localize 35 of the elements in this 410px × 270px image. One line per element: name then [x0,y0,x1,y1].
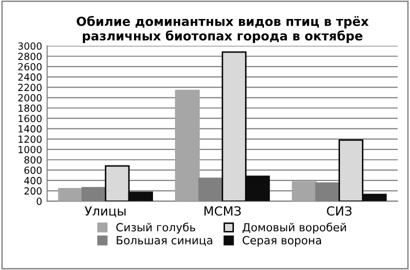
bar [362,194,387,202]
y-tick-label: 2400 [18,73,42,81]
y-tick-label: 2000 [18,94,42,102]
bar [198,178,224,202]
legend-label: Серая ворона [242,236,321,247]
y-tick-label: 2200 [18,84,42,92]
bar [82,187,106,202]
y-tick-label: 3000 [18,42,42,50]
chart-title: Обилие доминантных видов птиц в трёх различных биотопах города в октябре [76,16,369,43]
y-tick-label: 200 [24,187,42,195]
bar [245,176,270,202]
y-tick-label: 0 [36,198,42,205]
x-tick-label: Улицы [84,206,126,218]
bar [222,51,246,202]
bar [104,165,130,202]
legend-label: Большая синица [116,236,212,246]
y-tick-label: 2800 [18,52,42,60]
legend-label: Сизый голубь [116,222,196,234]
bar [58,188,83,202]
legend-label: Домовый воробей [242,222,346,234]
y-tick-label: 1600 [18,114,42,122]
bar [338,139,364,202]
y-tick-label: 800 [24,156,42,164]
bar [174,90,200,202]
y-tick-label: 600 [24,166,42,174]
y-tick-label: 1400 [18,125,42,133]
x-tick-label: МСМЗ [204,206,241,216]
y-tick-label: 400 [24,176,42,184]
x-tick-label: СИЗ [326,206,352,216]
y-tick-label: 2600 [18,63,42,70]
y-tick-label: 1800 [18,104,42,112]
bar [128,192,154,202]
y-tick-label: 1000 [18,146,42,154]
bar [292,181,317,202]
y-tick-label: 1200 [18,136,42,143]
